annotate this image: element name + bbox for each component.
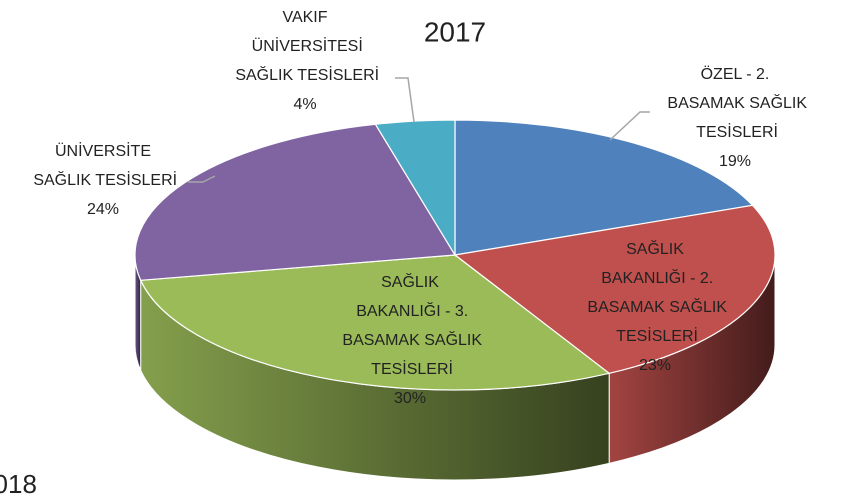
leader-line: [609, 111, 650, 141]
chart-title: 2017: [424, 16, 486, 47]
value-label: 19%: [719, 153, 751, 170]
slice-label: ÜNİVERSİTE SAĞLIK TESİSLERİ: [29, 141, 177, 189]
value-label: 4%: [293, 96, 316, 113]
slice-label: VAKIF ÜNİVERSİTESİ SAĞLIK TESİSLERİ: [231, 9, 379, 84]
slice-label: SAĞLIK BAKANLIĞI - 3. BASAMAK SAĞLIK TES…: [338, 272, 482, 378]
slice: [454, 119, 754, 256]
leader-line: [188, 175, 216, 183]
annotation: 2018: [0, 469, 37, 499]
value-label: 30%: [394, 390, 426, 407]
slice: [139, 254, 611, 391]
slice-label: SAĞLIK BAKANLIĞI - 2. BASAMAK SAĞLIK TES…: [583, 239, 727, 345]
slice: [134, 123, 457, 281]
slice: [453, 204, 776, 374]
slice: [374, 119, 456, 258]
leader-line: [395, 77, 415, 123]
value-label: 24%: [87, 201, 119, 218]
value-label: 23%: [639, 357, 671, 374]
slice-label: ÖZEL - 2. BASAMAK SAĞLIK TESİSLERİ: [663, 65, 807, 141]
